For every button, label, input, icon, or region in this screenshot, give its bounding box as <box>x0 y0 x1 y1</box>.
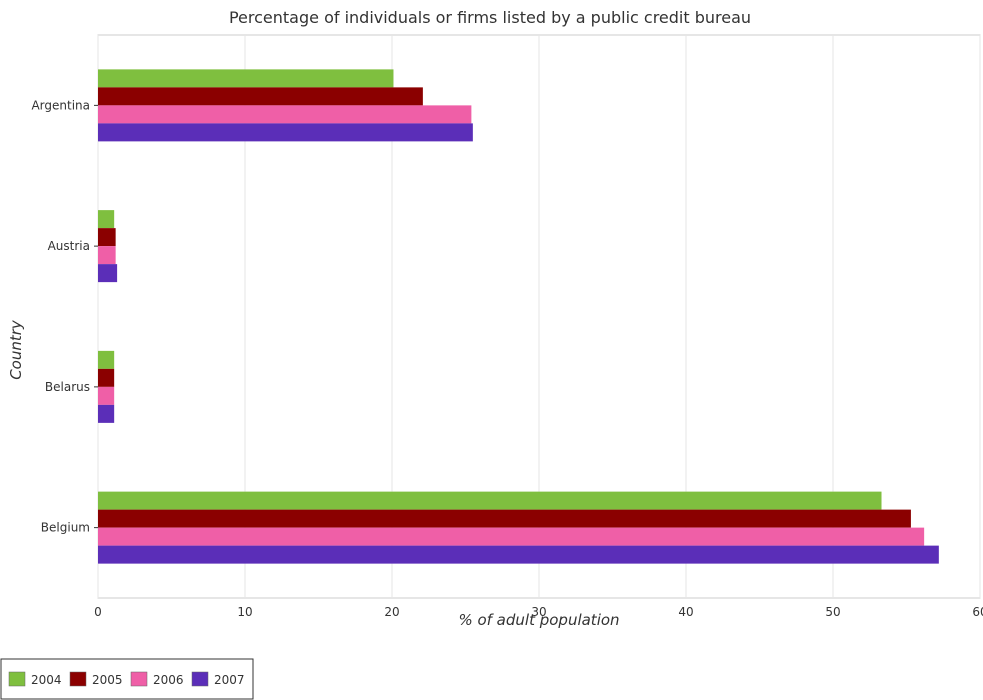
legend-swatch <box>130 671 148 687</box>
bar-2006-austria <box>98 246 116 265</box>
x-tick-label: 10 <box>237 605 252 619</box>
bar-2004-belgium <box>98 491 882 510</box>
y-tick-label: Belarus <box>45 380 90 394</box>
legend-label: 2005 <box>92 673 123 687</box>
legend-swatch <box>8 671 26 687</box>
bar-2004-austria <box>98 210 115 229</box>
y-tick-label: Belgium <box>41 521 90 535</box>
legend-box <box>0 658 254 700</box>
y-tick-label: Austria <box>48 239 90 253</box>
bar-2005-argentina <box>98 87 423 106</box>
x-tick-label: 30 <box>531 605 546 619</box>
legend-label: 2004 <box>31 673 62 687</box>
x-tick-label: 40 <box>678 605 693 619</box>
x-tick-label: 0 <box>94 605 102 619</box>
bar-2005-austria <box>98 228 116 247</box>
bar-2004-argentina <box>98 69 394 88</box>
bar-2007-belgium <box>98 545 939 564</box>
plot-area: 0 10 20 30 40 50 60 Argentina Austria Belarus Belg… <box>31 34 983 619</box>
y-axis-label: Country <box>7 319 25 380</box>
bar-2006-belarus <box>98 386 115 405</box>
bar-2005-belarus <box>98 368 115 387</box>
legend: 2004 2005 2006 2007 <box>0 658 254 700</box>
bar-2007-belarus <box>98 404 115 423</box>
legend-label: 2006 <box>153 673 184 687</box>
x-tick-label: 50 <box>825 605 840 619</box>
bar-2007-argentina <box>98 123 473 142</box>
chart-title: Percentage of individuals or firms liste… <box>229 8 751 27</box>
bar-2006-argentina <box>98 105 472 124</box>
legend-swatch <box>191 671 209 687</box>
legend-label: 2007 <box>214 673 245 687</box>
legend-swatch <box>69 671 87 687</box>
x-tick-label: 20 <box>384 605 399 619</box>
bar-2006-belgium <box>98 527 925 546</box>
bar-2007-austria <box>98 264 118 283</box>
x-tick-label: 60 <box>972 605 983 619</box>
x-axis-label: % of adult population <box>458 611 619 629</box>
bar-2004-belarus <box>98 350 115 369</box>
y-tick-label: Argentina <box>31 98 90 112</box>
bar-2005-belgium <box>98 509 911 528</box>
